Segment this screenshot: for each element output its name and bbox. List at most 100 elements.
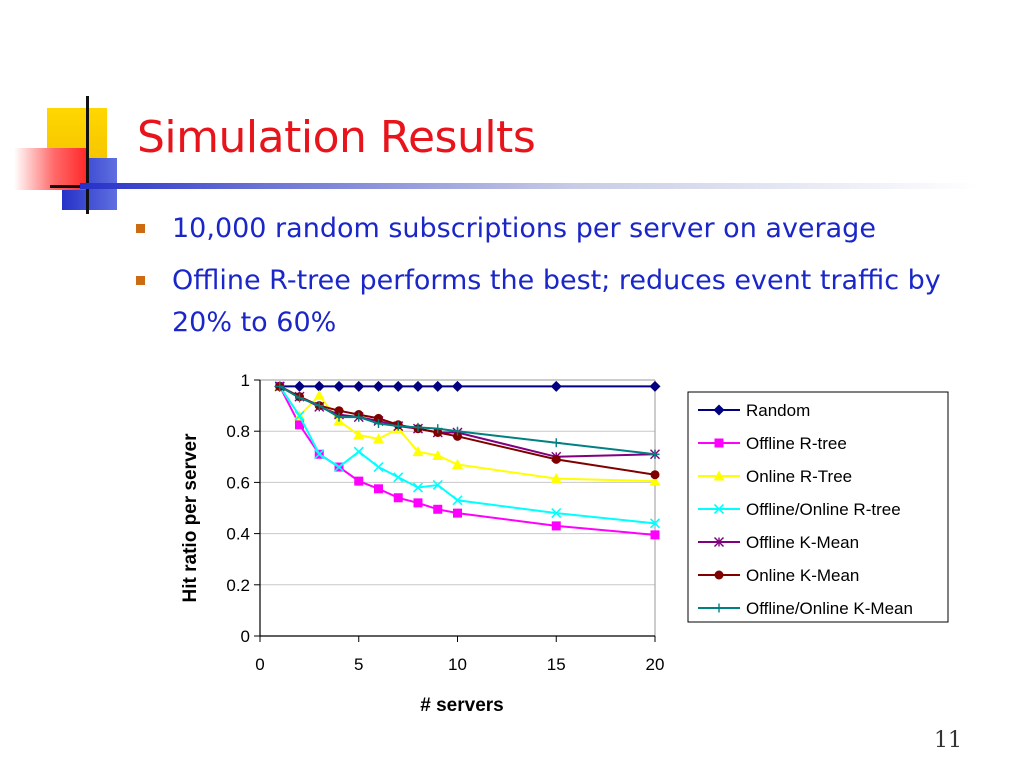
marker-stroke	[314, 449, 325, 460]
data-point	[551, 508, 562, 519]
data-point	[354, 412, 364, 422]
data-point	[374, 419, 383, 429]
legend-item: Offline/Online K-Mean	[698, 599, 913, 618]
data-point	[334, 412, 344, 422]
data-point	[413, 498, 423, 508]
series-7	[275, 381, 660, 459]
data-point	[333, 461, 345, 473]
data-point	[275, 381, 285, 391]
data-point	[452, 495, 463, 506]
deco-red-bar	[14, 148, 86, 190]
legend-marker	[714, 537, 724, 547]
legend-label: Online K-Mean	[746, 566, 859, 585]
data-point	[392, 380, 404, 392]
y-tick-label: 0	[241, 627, 250, 646]
legend-marker	[714, 570, 724, 580]
corner-decoration	[0, 96, 150, 216]
data-point	[551, 438, 561, 448]
data-point	[333, 380, 345, 392]
y-tick-label: 0.8	[226, 422, 250, 441]
data-point	[353, 446, 364, 457]
marker-stroke	[294, 410, 305, 421]
data-point	[374, 484, 383, 494]
data-point	[393, 493, 403, 503]
data-point	[334, 406, 344, 416]
data-point	[314, 449, 325, 460]
legend-marker	[714, 603, 724, 613]
legend-label: Random	[746, 401, 810, 420]
data-point	[649, 475, 661, 486]
marker-stroke	[551, 508, 562, 519]
data-point	[453, 431, 462, 441]
page-number: 11	[934, 728, 962, 753]
data-point	[412, 380, 424, 392]
data-point	[373, 433, 384, 444]
x-tick-label: 0	[255, 655, 264, 674]
legend-label: Online R-Tree	[746, 467, 852, 486]
marker-stroke	[432, 479, 443, 491]
data-point	[294, 410, 305, 421]
data-point	[353, 429, 365, 440]
series-1	[274, 380, 661, 392]
bullet-marker-icon	[136, 276, 145, 285]
x-tick-label: 20	[646, 655, 665, 674]
data-point	[432, 479, 443, 491]
chart-axes: 00.20.40.60.810 5 10 15 20	[226, 371, 664, 674]
data-point	[294, 380, 305, 392]
data-point	[649, 518, 661, 529]
legend-label: Offline R-tree	[746, 434, 847, 453]
legend-item: Offline/Online R-tree	[698, 500, 901, 519]
bullet-list: 10,000 random subscriptions per server o…	[132, 208, 1012, 354]
data-point	[649, 380, 661, 392]
bullet-text: Offline R-tree performs the best; reduce…	[172, 265, 941, 338]
data-point	[550, 473, 562, 484]
data-point	[313, 380, 325, 392]
marker-stroke	[452, 495, 463, 506]
marker-stroke	[393, 472, 404, 483]
legend-marker	[714, 438, 724, 448]
legend-label: Offline K-Mean	[746, 533, 859, 552]
series-line	[278, 385, 656, 525]
series-2	[275, 381, 660, 540]
data-point	[313, 389, 325, 400]
legend-marker	[713, 503, 725, 515]
bullet-item: Offline R-tree performs the best; reduce…	[132, 260, 1012, 344]
y-tick-label: 0.4	[226, 525, 250, 544]
legend-label: Offline/Online K-Mean	[746, 599, 913, 618]
legend-item: Random	[698, 401, 810, 420]
legend-item: Offline K-Mean	[698, 533, 859, 552]
marker-stroke	[333, 461, 345, 473]
legend-item: Online K-Mean	[698, 566, 859, 585]
marker-stroke	[412, 482, 424, 493]
x-axis-label: # servers	[420, 695, 503, 716]
series-6	[275, 381, 660, 480]
y-axis-label: Hit ratio per server	[180, 433, 201, 603]
data-point	[432, 450, 444, 461]
data-point	[452, 380, 463, 392]
series-line	[279, 385, 656, 476]
data-point	[550, 380, 562, 392]
bullet-text: 10,000 random subscriptions per server o…	[172, 213, 876, 244]
data-point	[314, 401, 324, 411]
data-point	[453, 508, 462, 518]
legend-item: Offline R-tree	[698, 434, 847, 453]
marker-stroke	[649, 518, 661, 529]
legend-marker	[713, 404, 725, 416]
y-tick-label: 1	[241, 371, 250, 390]
x-tick-label: 5	[354, 655, 363, 674]
legend-item: Online R-Tree	[698, 467, 852, 486]
data-point	[353, 380, 365, 392]
series-5	[274, 381, 660, 462]
data-point	[650, 449, 660, 459]
data-point	[412, 482, 424, 493]
marker-stroke	[353, 446, 364, 457]
data-point	[393, 421, 403, 431]
data-point	[295, 393, 304, 403]
data-point	[373, 380, 384, 392]
y-tick-label: 0.2	[226, 576, 250, 595]
x-tick-label: 10	[448, 655, 467, 674]
chart-series	[274, 380, 661, 540]
legend-marker	[713, 470, 725, 481]
data-point	[393, 472, 404, 483]
